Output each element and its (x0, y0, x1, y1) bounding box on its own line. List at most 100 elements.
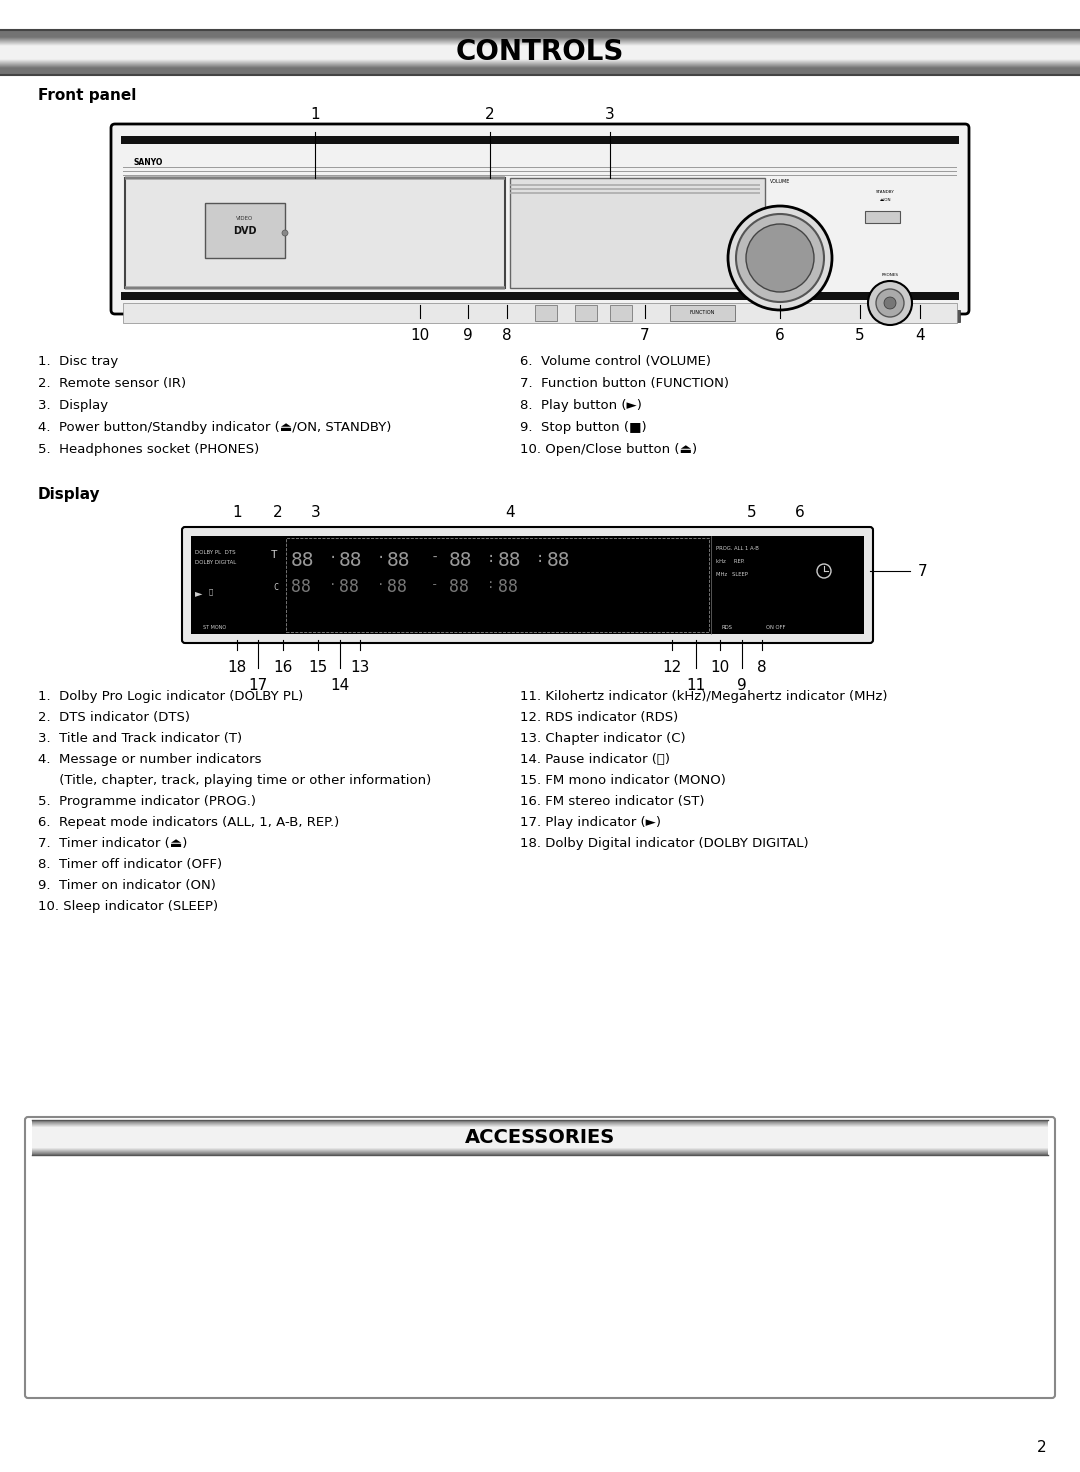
Text: 12: 12 (662, 659, 681, 676)
Text: 13: 13 (350, 659, 369, 676)
Text: CONTROLS: CONTROLS (456, 38, 624, 66)
Text: 5.  Programme indicator (PROG.): 5. Programme indicator (PROG.) (38, 795, 256, 808)
Bar (865, 210, 900, 222)
Text: 18: 18 (228, 659, 246, 676)
Text: 88: 88 (449, 578, 469, 596)
Text: 3.  Title and Track indicator (T): 3. Title and Track indicator (T) (38, 732, 242, 745)
Text: 88: 88 (449, 551, 473, 570)
Text: 2: 2 (485, 107, 495, 122)
Text: T: T (271, 551, 278, 559)
Text: 2: 2 (273, 505, 283, 520)
Bar (286, 537, 708, 631)
Circle shape (868, 281, 912, 325)
Text: 8: 8 (757, 659, 767, 676)
Text: FM aerial wire: FM aerial wire (45, 1251, 138, 1264)
Text: :: : (487, 551, 496, 565)
Text: 9: 9 (463, 328, 473, 343)
Text: ⏸: ⏸ (210, 587, 213, 595)
Text: 5: 5 (747, 505, 757, 520)
Text: 16. FM stereo indicator (ST): 16. FM stereo indicator (ST) (519, 795, 704, 808)
Text: PHONES: PHONES (881, 272, 899, 277)
Circle shape (885, 297, 896, 309)
Text: Screw kit: Screw kit (545, 1303, 606, 1316)
Text: 16: 16 (273, 659, 293, 676)
Text: Surround left speaker lead (Black and Gray): Surround left speaker lead (Black and Gr… (545, 1251, 838, 1264)
Text: ►: ► (195, 587, 203, 598)
Text: MHz   SLEEP: MHz SLEEP (716, 573, 747, 577)
Text: ST MONO: ST MONO (203, 626, 226, 630)
Text: 88: 88 (339, 551, 363, 570)
Bar (123, 166, 957, 168)
Text: 4: 4 (915, 328, 924, 343)
Text: Video lead: Video lead (45, 1278, 116, 1289)
Text: (Title, chapter, track, playing time or other information): (Title, chapter, track, playing time or … (38, 774, 431, 788)
Text: 4: 4 (505, 505, 515, 520)
Text: 1.  Dolby Pro Logic indicator (DOLBY PL): 1. Dolby Pro Logic indicator (DOLBY PL) (38, 690, 303, 704)
Text: ·: · (329, 551, 337, 565)
Text: 10: 10 (711, 659, 730, 676)
Text: VOLUME: VOLUME (770, 180, 791, 184)
Text: 6: 6 (795, 505, 805, 520)
Text: 3: 3 (605, 107, 615, 122)
Text: Front left speaker lead (Black and Blue): Front left speaker lead (Black and Blue) (545, 1173, 808, 1186)
Text: 6.  Repeat mode indicators (ALL, 1, A-B, REP.): 6. Repeat mode indicators (ALL, 1, A-B, … (38, 815, 339, 829)
Circle shape (728, 206, 832, 311)
Bar (123, 171, 957, 172)
Text: 18. Dolby Digital indicator (DOLBY DIGITAL): 18. Dolby Digital indicator (DOLBY DIGIT… (519, 838, 809, 849)
FancyBboxPatch shape (111, 124, 969, 314)
Circle shape (746, 224, 814, 291)
Text: DOLBY PL  DTS: DOLBY PL DTS (195, 551, 235, 555)
Text: 15: 15 (309, 659, 327, 676)
Text: 11: 11 (687, 679, 705, 693)
Bar (905, 311, 960, 322)
Text: 13. Chapter indicator (C): 13. Chapter indicator (C) (519, 732, 686, 745)
Text: 7.  Function button (FUNCTION): 7. Function button (FUNCTION) (519, 377, 729, 390)
Bar (510, 191, 760, 194)
Text: RDS: RDS (721, 626, 732, 630)
Text: 9.  Timer on indicator (ON): 9. Timer on indicator (ON) (38, 879, 216, 892)
Text: 9.  Stop button (■): 9. Stop button (■) (519, 421, 647, 434)
Text: 14. Pause indicator (⏸): 14. Pause indicator (⏸) (519, 754, 670, 765)
Text: FUNCTION: FUNCTION (689, 309, 715, 315)
Text: :: : (487, 578, 495, 590)
Bar (670, 305, 735, 321)
Text: 10: 10 (410, 328, 430, 343)
Text: 9: 9 (738, 679, 747, 693)
Text: RB-TS750ST remote control: RB-TS750ST remote control (45, 1173, 228, 1186)
Text: SANYO: SANYO (133, 158, 162, 166)
Text: 88: 88 (498, 578, 518, 596)
Text: 10. Open/Close button (⏏): 10. Open/Close button (⏏) (519, 443, 697, 456)
Text: 5: 5 (855, 328, 865, 343)
Text: ·: · (329, 578, 337, 590)
Text: 88: 88 (546, 551, 570, 570)
Text: 5.  Headphones socket (PHONES): 5. Headphones socket (PHONES) (38, 443, 259, 456)
Text: -: - (431, 551, 440, 565)
Text: VIDEO: VIDEO (237, 216, 254, 221)
Text: ·: · (377, 551, 386, 565)
Bar (245, 311, 300, 322)
Text: 8.  Play button (►): 8. Play button (►) (519, 399, 642, 412)
Bar (535, 305, 557, 321)
Text: ⏏/ON: ⏏/ON (879, 199, 891, 202)
Text: 8: 8 (502, 328, 512, 343)
Bar (125, 177, 505, 180)
Bar (205, 203, 285, 258)
Text: 88: 88 (498, 551, 522, 570)
Text: 3.  Display: 3. Display (38, 399, 108, 412)
Text: 88: 88 (291, 578, 311, 596)
Text: 14: 14 (330, 679, 350, 693)
Bar (121, 135, 959, 144)
Text: 17: 17 (248, 679, 268, 693)
Text: STANDBY: STANDBY (876, 190, 894, 194)
Text: 15. FM mono indicator (MONO): 15. FM mono indicator (MONO) (519, 774, 726, 788)
Text: Subwoofer lead (Black and Brown): Subwoofer lead (Black and Brown) (545, 1278, 775, 1289)
Text: 2.  DTS indicator (DTS): 2. DTS indicator (DTS) (38, 711, 190, 724)
FancyBboxPatch shape (183, 527, 873, 643)
Text: ACCESSORIES: ACCESSORIES (464, 1128, 616, 1147)
Text: 6.  Volume control (VOLUME): 6. Volume control (VOLUME) (519, 355, 711, 368)
Bar (145, 311, 200, 322)
Bar (191, 536, 864, 634)
Text: 8.  Timer off indicator (OFF): 8. Timer off indicator (OFF) (38, 858, 222, 871)
Bar (610, 305, 632, 321)
Text: ON OFF: ON OFF (766, 626, 785, 630)
